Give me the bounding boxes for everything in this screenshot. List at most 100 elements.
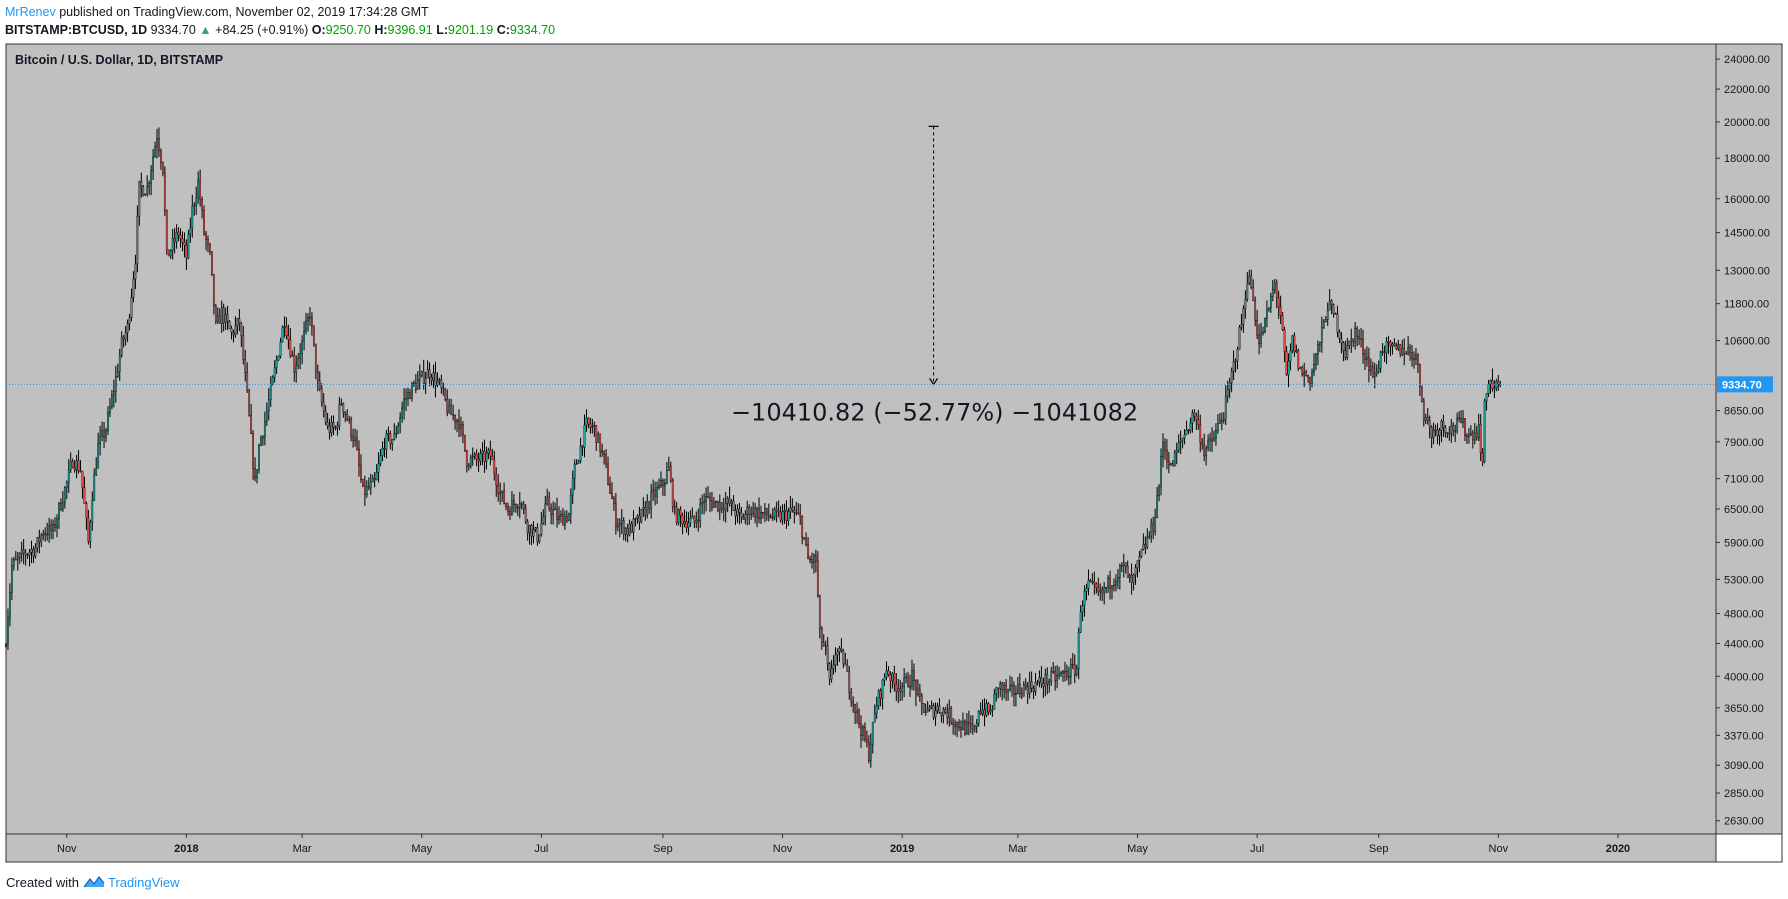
candle-body-579 — [1140, 549, 1143, 557]
candle-body-303 — [599, 433, 602, 453]
candle-body-52 — [107, 412, 109, 431]
candle-body-460 — [907, 676, 909, 687]
candle-body-443 — [873, 712, 876, 723]
candle-body-557 — [1097, 587, 1100, 593]
candle-body-143 — [285, 326, 288, 336]
candle-body-114 — [228, 321, 231, 329]
chart-header: MrRenev published on TradingView.com, No… — [5, 3, 1775, 39]
candle-body-648 — [1275, 282, 1278, 298]
candle-body-188 — [373, 478, 376, 481]
measure-annotation[interactable]: −10410.82 (−52.77%) −1041082 — [731, 125, 1138, 426]
candle-body-393 — [775, 508, 778, 512]
candle-body-295 — [583, 424, 586, 448]
candle-body-563 — [1109, 577, 1111, 589]
candle-body-489 — [964, 721, 966, 734]
x-tick-label-1: 2018 — [174, 843, 198, 855]
candle-body-382 — [754, 507, 757, 518]
candle-body-33 — [69, 461, 72, 470]
last-price-marker: 9334.70 — [6, 376, 1773, 393]
candle-body-407 — [803, 537, 806, 539]
candle-body-63 — [128, 317, 131, 325]
candle-body-232 — [460, 424, 462, 429]
candle-body-65 — [132, 278, 135, 298]
candle-body-608 — [1197, 419, 1200, 425]
author-link[interactable]: MrRenev — [5, 5, 56, 19]
candle-body-433 — [854, 703, 857, 713]
candle-body-712 — [1401, 347, 1404, 355]
candle-body-618 — [1217, 423, 1219, 431]
candle-body-739 — [1454, 430, 1457, 432]
candle-body-683 — [1344, 350, 1347, 359]
candle-body-291 — [575, 463, 578, 465]
candle-body-79 — [160, 150, 162, 163]
candle-body-173 — [344, 411, 347, 415]
candle-body-740 — [1456, 417, 1459, 431]
candle-body-247 — [489, 449, 492, 457]
candle-body-10 — [24, 552, 27, 556]
candle-body-182 — [362, 479, 364, 487]
candle-body-380 — [750, 513, 753, 516]
candle-body-204 — [405, 398, 407, 400]
candle-body-254 — [503, 490, 505, 504]
candle-body-15 — [34, 547, 37, 557]
candle-body-685 — [1348, 340, 1351, 346]
candle-body-425 — [838, 648, 841, 653]
candle-body-632 — [1244, 299, 1247, 309]
candle-body-519 — [1022, 684, 1025, 697]
candle-body-539 — [1062, 671, 1064, 674]
candle-body-432 — [852, 701, 855, 705]
candle-body-695 — [1368, 357, 1370, 371]
candle-body-644 — [1267, 307, 1270, 310]
candle-body-162 — [322, 401, 325, 412]
candle-body-387 — [764, 508, 766, 514]
candle-body-194 — [385, 433, 388, 450]
candle-body-527 — [1038, 677, 1041, 683]
candle-body-309 — [611, 492, 613, 499]
time-axis[interactable] — [6, 834, 1716, 862]
candle-body-726 — [1428, 420, 1431, 428]
candle-body-477 — [940, 712, 943, 716]
candle-body-92 — [185, 245, 188, 259]
candle-body-573 — [1128, 574, 1131, 578]
candle-body-480 — [946, 712, 949, 719]
candle-body-629 — [1238, 326, 1241, 350]
candle-body-44 — [91, 500, 94, 523]
plot-area[interactable] — [6, 44, 1716, 834]
candle-body-185 — [367, 486, 370, 489]
candle-body-511 — [1007, 689, 1009, 693]
candle-body-715 — [1407, 347, 1410, 354]
candle-body-7 — [18, 553, 21, 558]
candle-body-722 — [1420, 386, 1423, 402]
candle-body-105 — [211, 251, 213, 275]
candle-body-548 — [1079, 611, 1082, 633]
candle-body-103 — [207, 239, 209, 245]
candle-body-419 — [826, 645, 829, 664]
candle-body-666 — [1311, 371, 1313, 384]
candle-body-260 — [514, 504, 517, 508]
candle-body-333 — [658, 485, 660, 488]
candle-body-623 — [1226, 389, 1229, 397]
candle-body-95 — [191, 205, 194, 229]
tradingview-link[interactable]: TradingView — [107, 874, 180, 890]
candle-body-356 — [703, 501, 706, 504]
candle-body-703 — [1383, 351, 1386, 354]
y-tick-label-12: 6500.00 — [1724, 504, 1764, 516]
candle-body-649 — [1277, 297, 1280, 308]
candle-body-150 — [299, 353, 302, 359]
candle-body-64 — [130, 296, 133, 318]
candle-body-546 — [1075, 668, 1078, 676]
candle-body-294 — [581, 445, 584, 448]
candle-body-145 — [289, 339, 292, 356]
candle-body-211 — [418, 375, 421, 381]
candle-body-85 — [171, 238, 174, 251]
candle-body-113 — [226, 313, 229, 322]
candle-body-578 — [1138, 556, 1141, 561]
candle-body-689 — [1356, 327, 1359, 337]
price-chart[interactable]: 24000.00 22000.00 20000.00 18000.00 16000.00… — [0, 0, 1788, 870]
candle-body-301 — [595, 425, 598, 443]
candle-body-235 — [465, 450, 468, 467]
candle-body-276 — [546, 496, 549, 505]
price-axis[interactable] — [1716, 44, 1782, 834]
candle-body-589 — [1160, 456, 1162, 487]
candle-body-625 — [1230, 370, 1233, 384]
